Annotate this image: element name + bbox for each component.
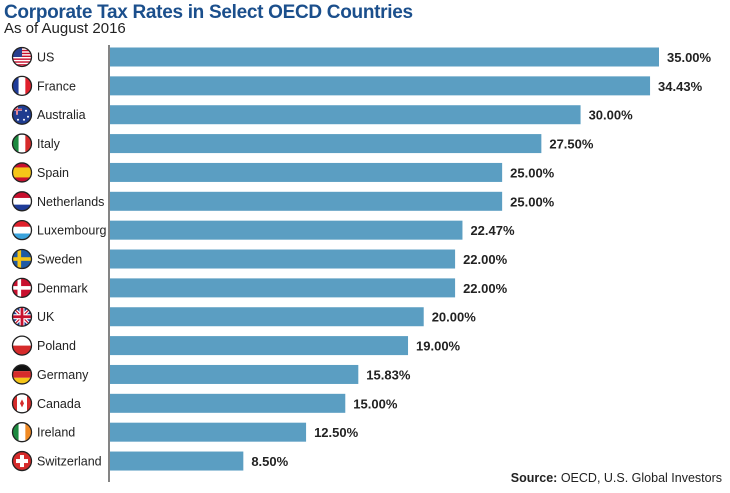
bar — [110, 422, 307, 442]
france-flag-icon — [11, 75, 33, 97]
bar — [110, 249, 456, 269]
bar — [110, 220, 463, 240]
bar — [110, 191, 503, 211]
category-label: Australia — [37, 108, 86, 122]
poland-flag-icon — [11, 335, 33, 356]
category-label: Canada — [37, 397, 81, 411]
data-label: 22.00% — [463, 252, 508, 267]
category-label: Netherlands — [37, 195, 104, 209]
category-label: Ireland — [37, 426, 75, 440]
bar — [110, 278, 456, 298]
australia-flag-icon — [11, 104, 33, 125]
bar — [110, 105, 581, 125]
source-note: Source: OECD, U.S. Global Investors — [511, 471, 722, 485]
category-label: Germany — [37, 368, 89, 382]
chart-title: Corporate Tax Rates in Select OECD Count… — [4, 2, 413, 23]
denmark-flag-icon — [11, 277, 33, 299]
source-text: OECD, U.S. Global Investors — [560, 471, 722, 485]
ireland-flag-icon — [11, 422, 33, 443]
germany-flag-icon — [11, 364, 33, 385]
source-label: Source: — [510, 471, 558, 485]
data-label: 15.83% — [366, 367, 411, 382]
data-label: 22.00% — [463, 281, 508, 296]
bar — [110, 134, 542, 154]
data-label: 35.00% — [667, 50, 712, 65]
us-flag-icon — [11, 46, 33, 68]
uk-flag-icon — [11, 306, 33, 327]
bar — [110, 364, 359, 384]
canada-flag-icon — [11, 393, 33, 414]
luxembourg-flag-icon — [11, 220, 33, 241]
data-label: 25.00% — [510, 194, 555, 209]
sweden-flag-icon — [11, 248, 33, 270]
data-label: 22.47% — [470, 223, 515, 238]
bar — [110, 162, 503, 182]
bar — [110, 451, 244, 471]
category-label: Luxembourg — [37, 224, 107, 238]
bar — [110, 336, 409, 356]
data-label: 19.00% — [416, 339, 461, 354]
chart-subtitle: As of August 2016 — [4, 20, 126, 37]
category-label: Denmark — [37, 281, 88, 295]
bar — [110, 307, 424, 327]
data-label: 8.50% — [251, 454, 288, 469]
data-label: 15.00% — [353, 396, 398, 411]
data-label: 12.50% — [314, 425, 359, 440]
bar — [110, 393, 346, 413]
data-label: 27.50% — [549, 137, 594, 152]
netherlands-flag-icon — [11, 191, 33, 212]
category-label: France — [37, 79, 76, 93]
category-label: Poland — [37, 339, 76, 353]
category-label: US — [37, 51, 54, 65]
data-label: 34.43% — [658, 79, 703, 94]
switzerland-flag-icon — [11, 450, 33, 472]
category-label: Sweden — [37, 253, 82, 267]
italy-flag-icon — [11, 133, 33, 154]
category-label: Italy — [37, 137, 61, 151]
data-label: 25.00% — [510, 165, 555, 180]
spain-flag-icon — [11, 162, 33, 183]
data-label: 20.00% — [432, 310, 477, 325]
bar — [110, 47, 659, 67]
category-label: Spain — [37, 166, 69, 180]
bar — [110, 76, 651, 96]
category-label: Switzerland — [37, 455, 102, 469]
category-label: UK — [37, 310, 55, 324]
data-label: 30.00% — [589, 108, 634, 123]
